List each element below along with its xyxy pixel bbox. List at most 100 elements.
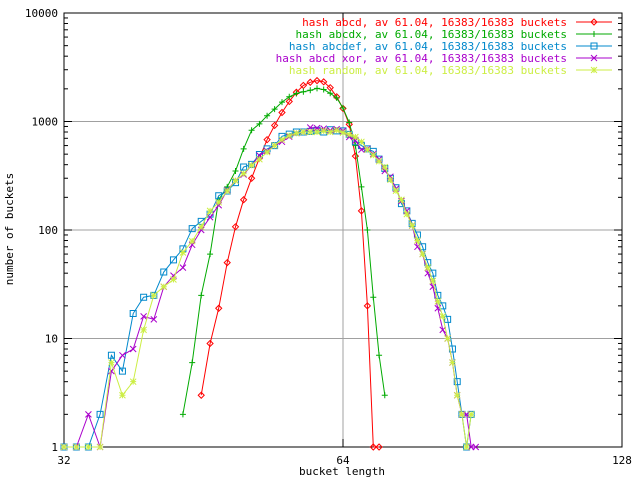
axes: 1 10 100 1000 10000 32 64 128 (25, 7, 632, 467)
data-point (223, 187, 231, 195)
data-point (345, 130, 353, 138)
data-point (140, 312, 147, 320)
data-point (256, 120, 263, 127)
data-point (150, 291, 158, 299)
data-point (357, 207, 366, 215)
data-point (424, 269, 432, 277)
data-point (439, 326, 447, 334)
data-point (285, 97, 293, 106)
legend-marker (590, 42, 598, 50)
data-point (345, 120, 353, 129)
data-point (188, 225, 196, 233)
data-point (340, 105, 346, 112)
data-point (369, 151, 377, 159)
data-point (306, 78, 314, 86)
y-tick-label: 100 (38, 224, 58, 237)
data-point (300, 128, 307, 136)
data-point (118, 367, 126, 375)
data-point (198, 292, 205, 299)
series-5 (60, 126, 475, 451)
data-point (256, 155, 263, 163)
data-point (293, 90, 300, 97)
data-point (314, 85, 321, 92)
data-point (239, 196, 248, 204)
x-axis-label: bucket length (299, 465, 385, 478)
series-1 (197, 76, 383, 451)
data-point (327, 90, 334, 97)
data-point (263, 135, 271, 144)
data-point (463, 443, 470, 451)
data-point (278, 108, 286, 117)
legend-entry: hash abcd, av 61.04, 16383/16383 buckets (302, 16, 612, 29)
legend-label: hash abcdef, av 61.04, 16383/16383 bucke… (289, 40, 567, 53)
series-4 (60, 124, 480, 451)
data-point (264, 112, 271, 119)
data-point (300, 88, 307, 95)
legend: hash abcd, av 61.04, 16383/16383 buckets… (276, 16, 612, 77)
data-point (150, 291, 158, 299)
data-point (364, 146, 371, 154)
data-point (129, 309, 137, 317)
data-point (358, 183, 365, 190)
data-point (381, 164, 389, 172)
data-point (313, 128, 321, 136)
data-point (129, 345, 137, 353)
data-point (453, 391, 461, 399)
data-point (232, 167, 239, 174)
legend-marker (591, 31, 597, 37)
series-3 (60, 126, 475, 451)
data-point (286, 93, 293, 100)
data-point (319, 78, 328, 86)
legend-label: hash abcd xor, av 61.04, 16383/16383 buc… (276, 52, 567, 65)
data-point (339, 129, 347, 136)
data-point (278, 99, 285, 106)
data-point (320, 86, 327, 93)
legend-entry: hash abcdx, av 61.04, 16383/16383 bucket… (295, 28, 612, 41)
data-point (248, 127, 255, 134)
data-point (232, 177, 239, 185)
data-point (85, 443, 92, 451)
data-point (293, 129, 300, 137)
data-point (376, 352, 383, 359)
data-point (271, 106, 278, 113)
data-point (392, 187, 400, 195)
data-point (403, 210, 411, 218)
data-point (299, 81, 308, 90)
data-point (429, 277, 437, 285)
data-point (119, 351, 126, 359)
data-point (352, 133, 359, 141)
data-point (292, 128, 300, 136)
data-point (352, 142, 359, 149)
y-axis-label: number of buckets (3, 173, 16, 286)
data-point (108, 359, 115, 366)
legend-marker (590, 18, 598, 26)
legend-marker (590, 54, 598, 62)
data-point (160, 283, 168, 291)
data-point (248, 161, 255, 169)
data-point (369, 443, 377, 451)
data-point (333, 94, 340, 101)
data-point (285, 132, 293, 140)
grid-lines (64, 13, 622, 447)
data-point (307, 87, 314, 94)
legend-marker (590, 66, 598, 74)
legend-label: hash abcd, av 61.04, 16383/16383 buckets (302, 16, 567, 29)
data-point (197, 226, 205, 234)
data-point (419, 250, 426, 258)
data-point (458, 410, 466, 418)
data-point (197, 391, 205, 399)
data-point (129, 378, 137, 386)
data-point (188, 237, 196, 245)
data-point (306, 128, 314, 136)
data-point (439, 312, 447, 320)
data-point (271, 142, 278, 149)
data-point (197, 223, 205, 231)
data-point (449, 359, 456, 366)
data-point (326, 128, 334, 136)
data-point (375, 157, 383, 165)
series-line (64, 126, 476, 448)
series-line (64, 129, 472, 448)
data-point (381, 392, 388, 399)
data-point (339, 104, 347, 113)
